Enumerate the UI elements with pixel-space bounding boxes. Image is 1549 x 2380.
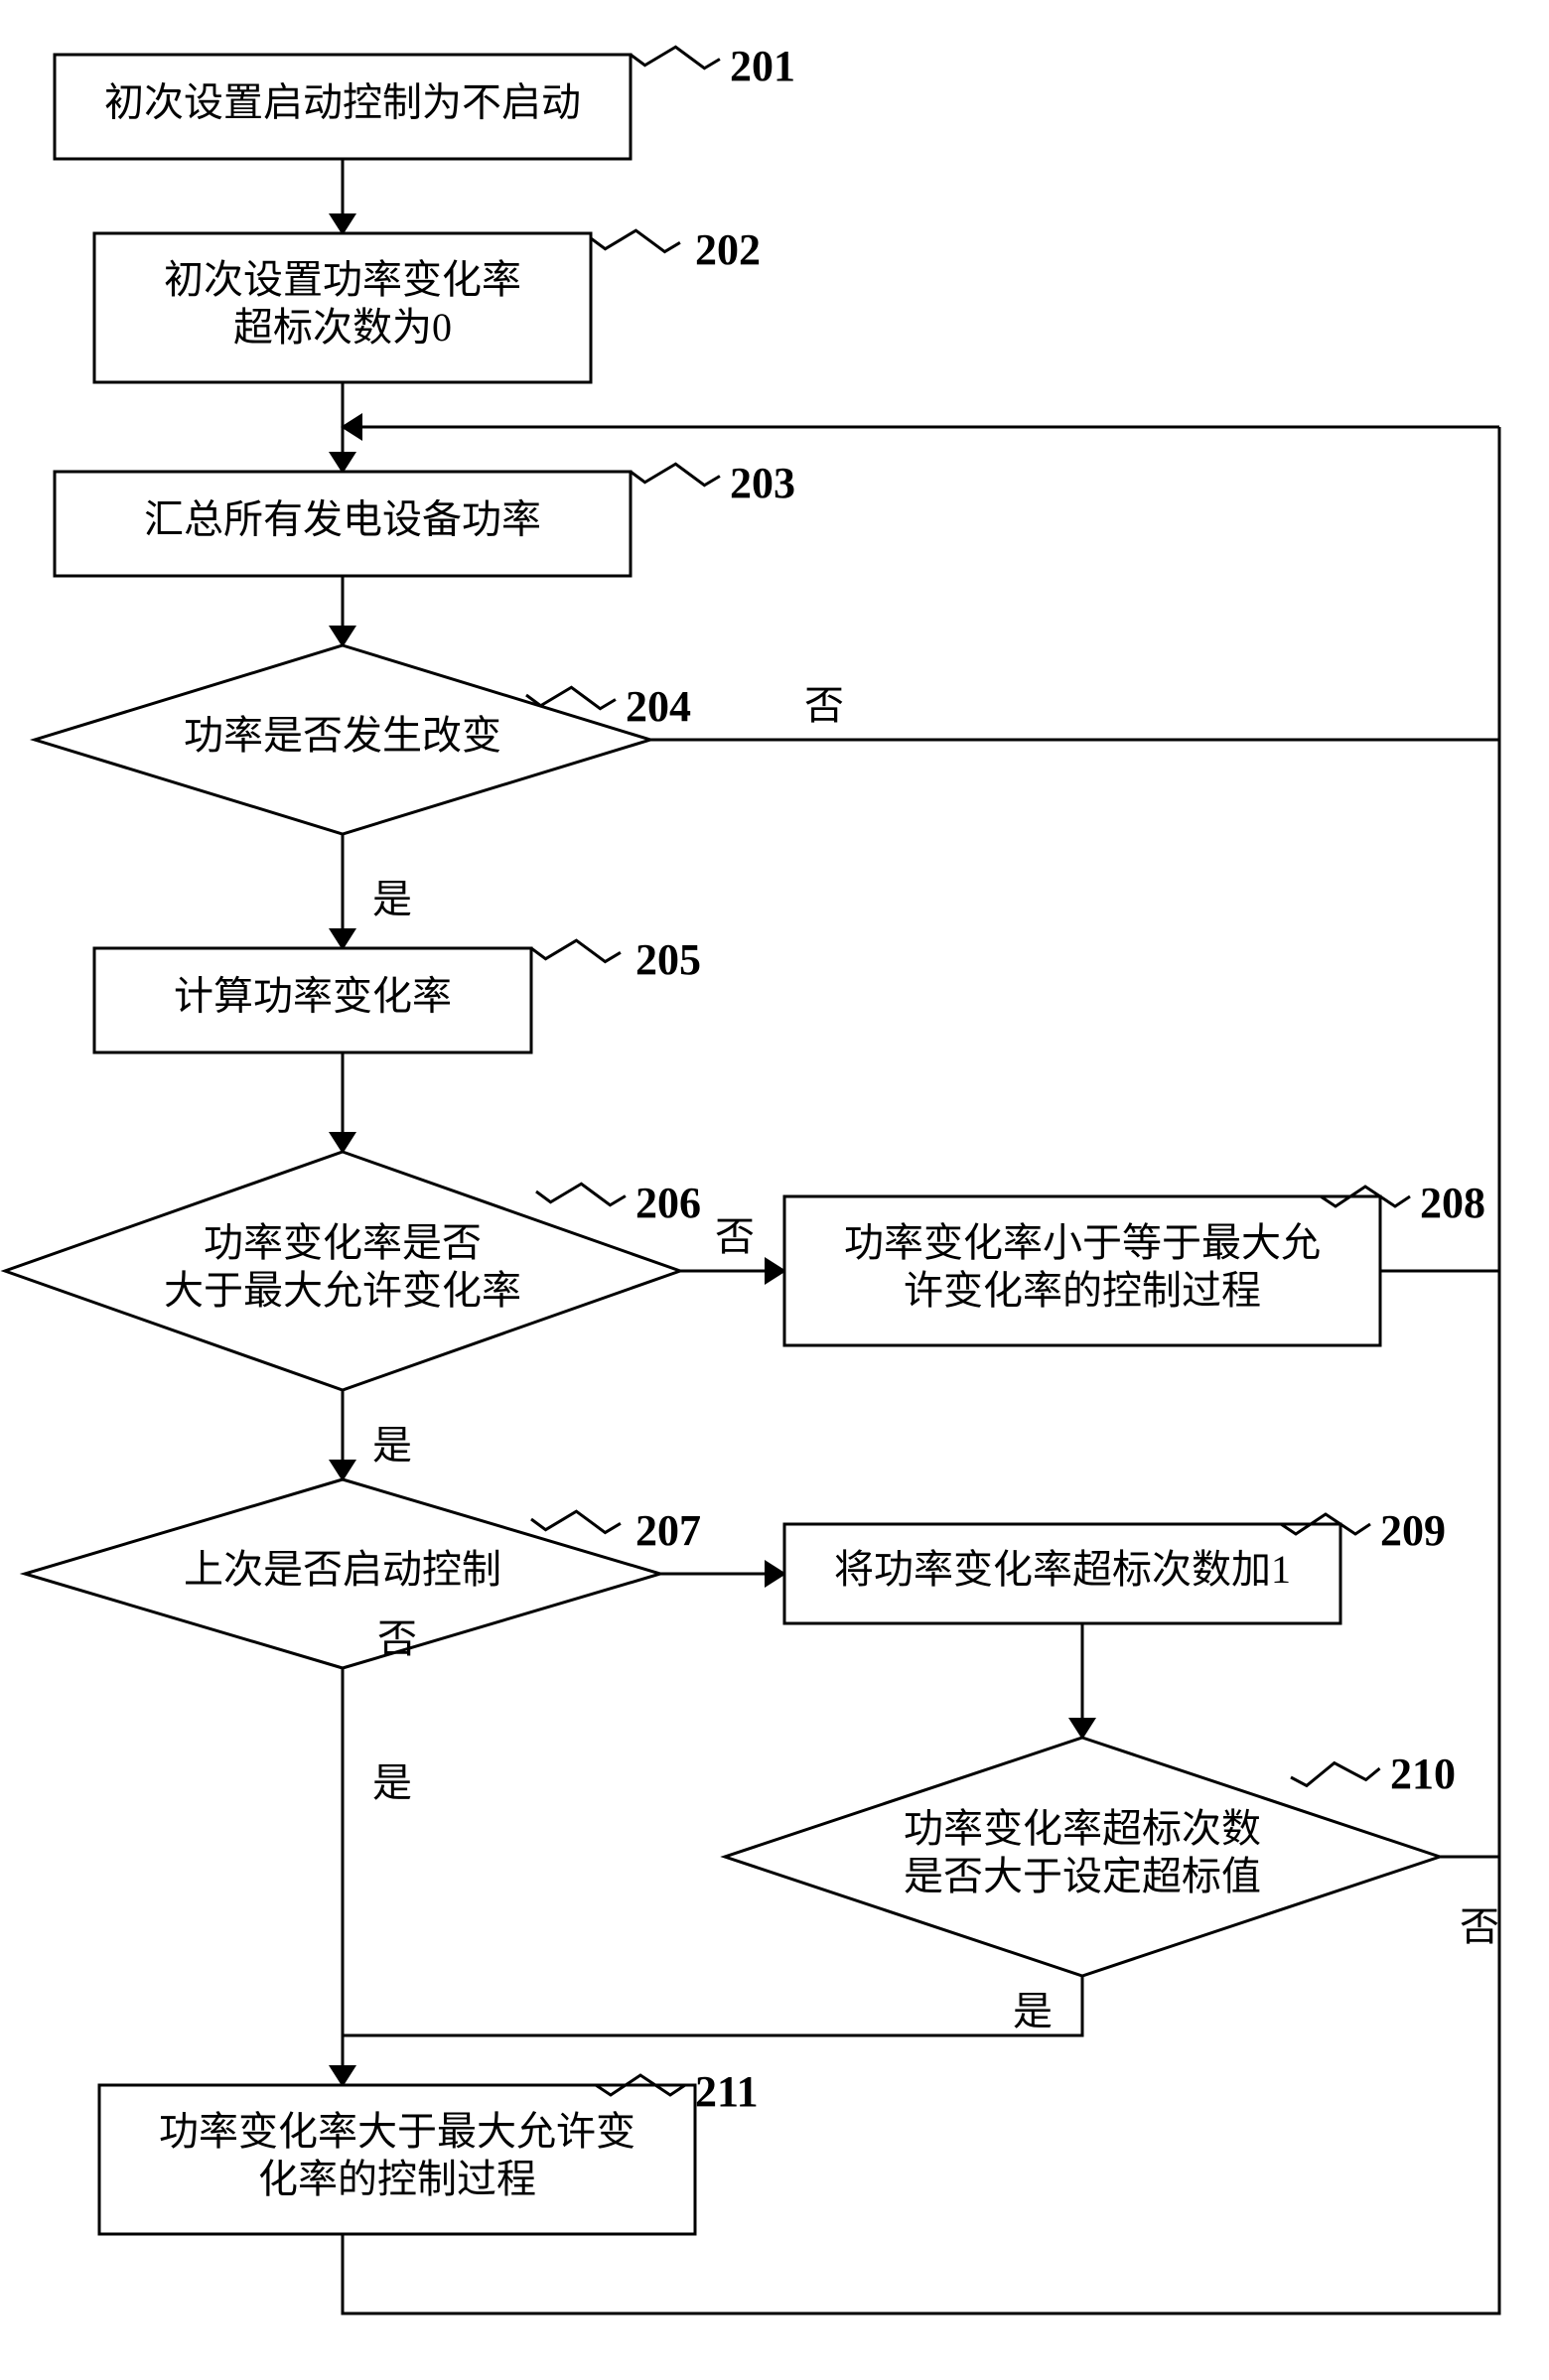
node-n207: 上次是否启动控制 [25,1479,660,1668]
node-text: 上次是否启动控制 [184,1547,501,1592]
node-text: 许变化率的控制过程 [904,1268,1261,1313]
node-n201: 初次设置启动控制为不启动 [55,55,631,159]
step-number: 203 [730,459,795,507]
node-n202: 初次设置功率变化率超标次数为0 [94,233,591,382]
node-n211: 功率变化率大于最大允许变化率的控制过程 [99,2085,695,2234]
step-number: 211 [695,2067,759,2116]
node-n210: 功率变化率超标次数是否大于设定超标值 [725,1738,1440,1976]
node-n203: 汇总所有发电设备功率 [55,472,631,576]
step-number: 208 [1420,1179,1485,1227]
edge-label: 否 [804,683,844,728]
node-n206: 功率变化率是否大于最大允许变化率 [5,1152,680,1390]
step-label-201: 201 [631,42,795,90]
node-text: 功率变化率小于等于最大允 [844,1220,1321,1265]
node-n208: 功率变化率小于等于最大允许变化率的控制过程 [784,1196,1380,1345]
node-text: 将功率变化率超标次数加1 [834,1547,1291,1592]
edge-label: 否 [377,1616,417,1661]
node-text: 功率变化率大于最大允许变 [159,2109,635,2154]
step-label-210: 210 [1291,1750,1456,1798]
step-number: 205 [635,935,701,984]
step-label-205: 205 [531,935,701,984]
node-text: 是否大于设定超标值 [904,1854,1261,1898]
node-text: 汇总所有发电设备功率 [144,497,541,542]
node-n209: 将功率变化率超标次数加1 [784,1524,1340,1623]
node-text: 初次设置功率变化率 [164,257,521,302]
node-text: 功率变化率超标次数 [904,1806,1261,1851]
node-text: 功率变化率是否 [204,1220,482,1265]
step-number: 204 [626,682,691,731]
edge-label: 是 [1013,1989,1053,2033]
edge-label: 否 [1460,1904,1499,1949]
edge-label: 是 [372,1760,412,1805]
flowchart-canvas: 初次设置启动控制为不启动初次设置功率变化率超标次数为0汇总所有发电设备功率功率是… [0,0,1549,2380]
edge-label: 是 [372,1423,412,1468]
node-text: 功率是否发生改变 [184,713,501,758]
step-number: 202 [695,225,761,274]
step-label-202: 202 [591,225,761,274]
step-number: 201 [730,42,795,90]
step-number: 206 [635,1179,701,1227]
edge-label: 否 [715,1214,755,1259]
step-number: 209 [1380,1506,1446,1555]
step-number: 210 [1390,1750,1456,1798]
edge-label: 是 [372,877,412,921]
node-text: 计算功率变化率 [174,974,452,1019]
node-text: 化率的控制过程 [258,2157,536,2201]
node-n204: 功率是否发生改变 [35,645,650,834]
nodes-layer: 初次设置启动控制为不启动初次设置功率变化率超标次数为0汇总所有发电设备功率功率是… [5,55,1440,2234]
step-label-203: 203 [631,459,795,507]
node-text: 初次设置启动控制为不启动 [104,80,581,125]
node-n205: 计算功率变化率 [94,948,531,1052]
step-number: 207 [635,1506,701,1555]
step-label-206: 206 [536,1179,701,1227]
node-text: 超标次数为0 [233,305,452,350]
node-text: 大于最大允许变化率 [164,1268,521,1313]
